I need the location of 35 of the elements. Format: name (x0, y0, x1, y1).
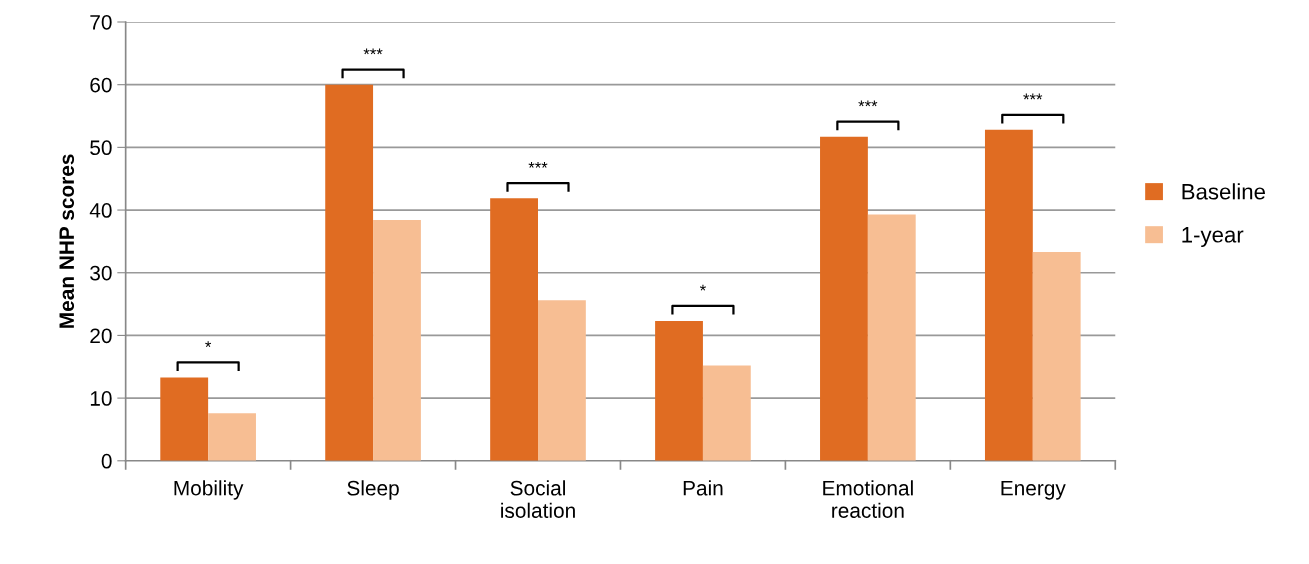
legend-label: 1-year (1182, 227, 1244, 248)
y-tick-label: 30 (90, 265, 112, 281)
bar (702, 365, 751, 461)
x-tick-label: Mobility (174, 480, 244, 500)
x-tick-label: Social isolation (501, 480, 575, 518)
x-tick-label: Emotional reaction (823, 480, 913, 518)
y-tick-label: 40 (89, 203, 112, 218)
bar (490, 198, 538, 461)
annotation: *** (528, 161, 548, 168)
bar (655, 321, 703, 461)
y-tick-label: 70 (90, 15, 112, 30)
bar (208, 413, 256, 461)
bar (820, 136, 868, 461)
bar (538, 300, 586, 461)
y-axis-title: Mean NHP scores (59, 154, 75, 328)
x-tick-label: Sleep (347, 480, 399, 500)
bar (984, 129, 1033, 461)
y-tick-label: 60 (90, 77, 112, 93)
bar (160, 377, 209, 461)
legend-label: Baseline (1182, 183, 1265, 200)
y-tick-label: 10 (90, 391, 112, 406)
bar (1032, 252, 1081, 461)
annotation: *** (858, 100, 878, 107)
annotation: * (205, 341, 212, 348)
y-tick-label: 0 (101, 453, 112, 469)
y-tick-label: 20 (90, 328, 112, 344)
bar (325, 84, 374, 461)
bar (867, 214, 916, 461)
annotation: * (699, 284, 706, 291)
bar (373, 220, 421, 461)
annotation: *** (363, 48, 383, 55)
x-tick-label: Pain (683, 480, 723, 496)
y-tick-label: 50 (90, 140, 112, 156)
x-tick-label: Energy (1001, 481, 1066, 500)
annotation: *** (1023, 93, 1043, 100)
